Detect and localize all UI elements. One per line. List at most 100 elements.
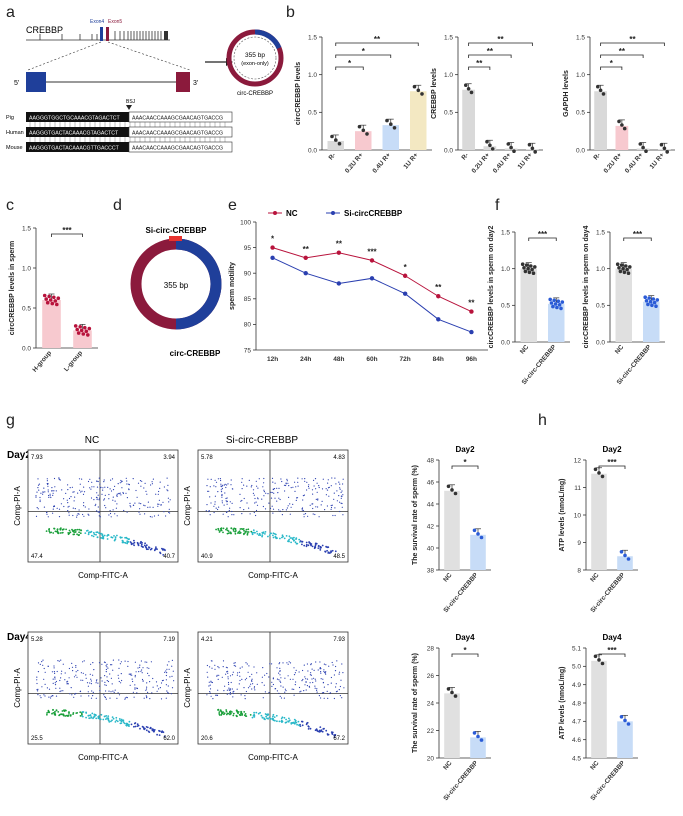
flow-dot	[316, 691, 318, 693]
flow-dot	[317, 499, 319, 501]
flow-dot	[115, 716, 118, 719]
flow-dot	[206, 504, 208, 506]
flow-dot	[316, 689, 318, 692]
flow-dot	[159, 552, 162, 555]
flow-dot	[245, 690, 247, 693]
flow-dot	[125, 492, 127, 494]
flow-dot	[106, 680, 108, 682]
flow-dot	[220, 479, 222, 482]
flow-dot	[217, 508, 219, 511]
data-point	[619, 263, 624, 267]
flow-dot	[232, 671, 234, 673]
flow-dot	[136, 687, 139, 690]
sig-bracket	[451, 465, 479, 469]
bar	[617, 721, 633, 758]
flow-dot	[37, 690, 39, 692]
flow-dot	[143, 487, 145, 489]
flow-dot	[330, 504, 332, 507]
flow-dot	[96, 498, 98, 501]
flow-dot	[294, 490, 296, 492]
y-tick-label: 0.5	[576, 110, 585, 117]
flow-dot	[339, 487, 341, 489]
sig-label: **	[487, 47, 494, 56]
flow-dot	[206, 664, 208, 667]
flow-dot	[134, 674, 136, 677]
y-tick-label: 4.5	[572, 755, 581, 762]
flow-dot	[269, 717, 272, 720]
flow-dot	[144, 482, 146, 484]
flow-dot	[312, 681, 314, 684]
flow-dot	[327, 734, 329, 736]
flow-dot	[35, 515, 38, 518]
flow-dot	[105, 690, 107, 692]
flow-dot	[101, 493, 103, 495]
flow-dot	[76, 516, 78, 518]
flow-dot	[51, 490, 53, 492]
flow-dot	[331, 477, 333, 479]
flow-dot	[108, 498, 110, 500]
flow-dot	[315, 488, 317, 490]
flow-dot	[133, 539, 135, 542]
flow-dot	[296, 723, 298, 726]
flow-dot	[122, 492, 124, 495]
flow-dot	[308, 685, 310, 688]
flow-dot	[208, 681, 210, 683]
flow-dot	[217, 678, 219, 681]
flow-dot	[88, 508, 90, 510]
zoom-line-right	[107, 41, 191, 71]
flow-dot	[162, 549, 164, 551]
flow-dot	[92, 674, 94, 676]
flow-dot	[80, 679, 82, 681]
flow-dot	[87, 513, 89, 515]
panel-label-b: b	[286, 4, 295, 21]
flow-dot	[283, 697, 285, 699]
flow-dot	[214, 495, 216, 497]
flow-dot	[266, 672, 268, 675]
x-tick-label: NC	[589, 572, 601, 584]
flow-dot	[231, 514, 233, 516]
flow-dot	[165, 679, 167, 681]
flow-dot	[117, 674, 119, 676]
bar	[643, 301, 660, 342]
flow-dot	[295, 542, 298, 545]
series-line	[272, 257, 472, 333]
flow-dot	[106, 663, 108, 666]
flow-dot	[110, 490, 113, 492]
flow-dot	[294, 541, 297, 544]
flow-dot	[96, 531, 99, 534]
flow-dot	[49, 495, 51, 497]
flow-dot	[147, 548, 149, 551]
flow-dot	[295, 681, 297, 683]
flow-dot	[139, 508, 141, 510]
flow-dot	[327, 697, 329, 700]
three-prime: 3'	[193, 80, 198, 87]
flow-dot	[341, 506, 343, 508]
flow-dot	[137, 482, 140, 484]
flow-dot	[141, 672, 143, 674]
flow-dot	[65, 492, 67, 494]
flow-dot	[251, 688, 253, 690]
flow-dot	[116, 515, 118, 517]
flow-dot	[134, 722, 137, 724]
flow-dot	[89, 531, 92, 534]
flow-dot	[152, 506, 154, 508]
flow-dot	[78, 531, 80, 534]
exon5-label: Exon5	[108, 19, 122, 25]
flow-dot	[335, 683, 337, 685]
flow-dot	[209, 514, 211, 516]
data-point	[412, 84, 417, 89]
flow-dot	[288, 717, 290, 720]
circ-sub: (exon-only)	[241, 61, 269, 67]
flow-dot	[165, 674, 167, 677]
flow-dot	[105, 698, 107, 700]
flow-dot	[334, 670, 337, 672]
flow-dot	[251, 673, 253, 675]
sig-label: **	[468, 299, 475, 308]
flow-dot	[108, 690, 110, 692]
sig-bracket	[468, 42, 533, 46]
flow-dot	[319, 547, 322, 549]
flow-dot	[134, 502, 136, 504]
flow-dot	[122, 540, 124, 542]
